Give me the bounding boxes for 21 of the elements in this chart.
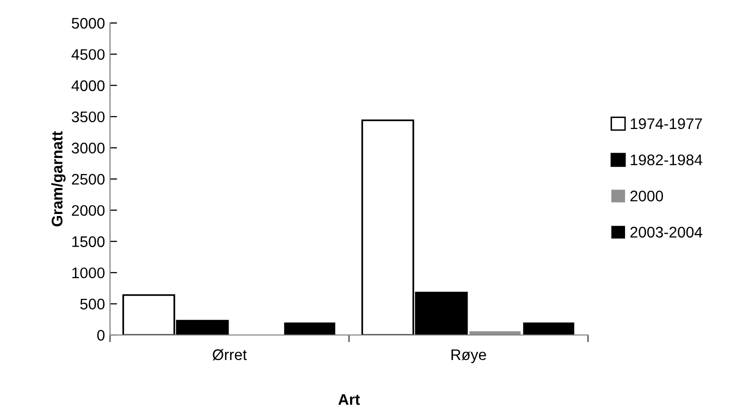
y-axis-title: Gram/garnatt <box>51 131 66 226</box>
bar <box>284 322 336 335</box>
y-tick-label: 3500 <box>72 111 105 122</box>
legend-label: 2000 <box>630 190 664 202</box>
y-tick-label: 4500 <box>72 49 105 60</box>
bar <box>523 322 574 335</box>
y-tick-label: 500 <box>80 298 105 310</box>
legend-label: 1982-1984 <box>630 154 702 166</box>
y-tick-label: 1500 <box>72 236 105 248</box>
x-tick-label: Ørret <box>212 349 247 360</box>
y-tick-label: 2500 <box>72 174 105 185</box>
y-tick-label: 4000 <box>72 80 105 92</box>
x-tick-label: Røye <box>452 349 486 364</box>
legend-label: 1974-1977 <box>630 118 702 130</box>
y-tick-label: 2000 <box>72 205 105 216</box>
y-tick-label: 5000 <box>72 18 105 29</box>
y-tick-label: 0 <box>97 330 105 341</box>
legend-label: 2003-2004 <box>630 226 702 238</box>
y-tick-label: 3000 <box>72 142 105 154</box>
y-tick-label: 1000 <box>72 267 105 278</box>
x-axis-title: Art <box>338 394 360 405</box>
